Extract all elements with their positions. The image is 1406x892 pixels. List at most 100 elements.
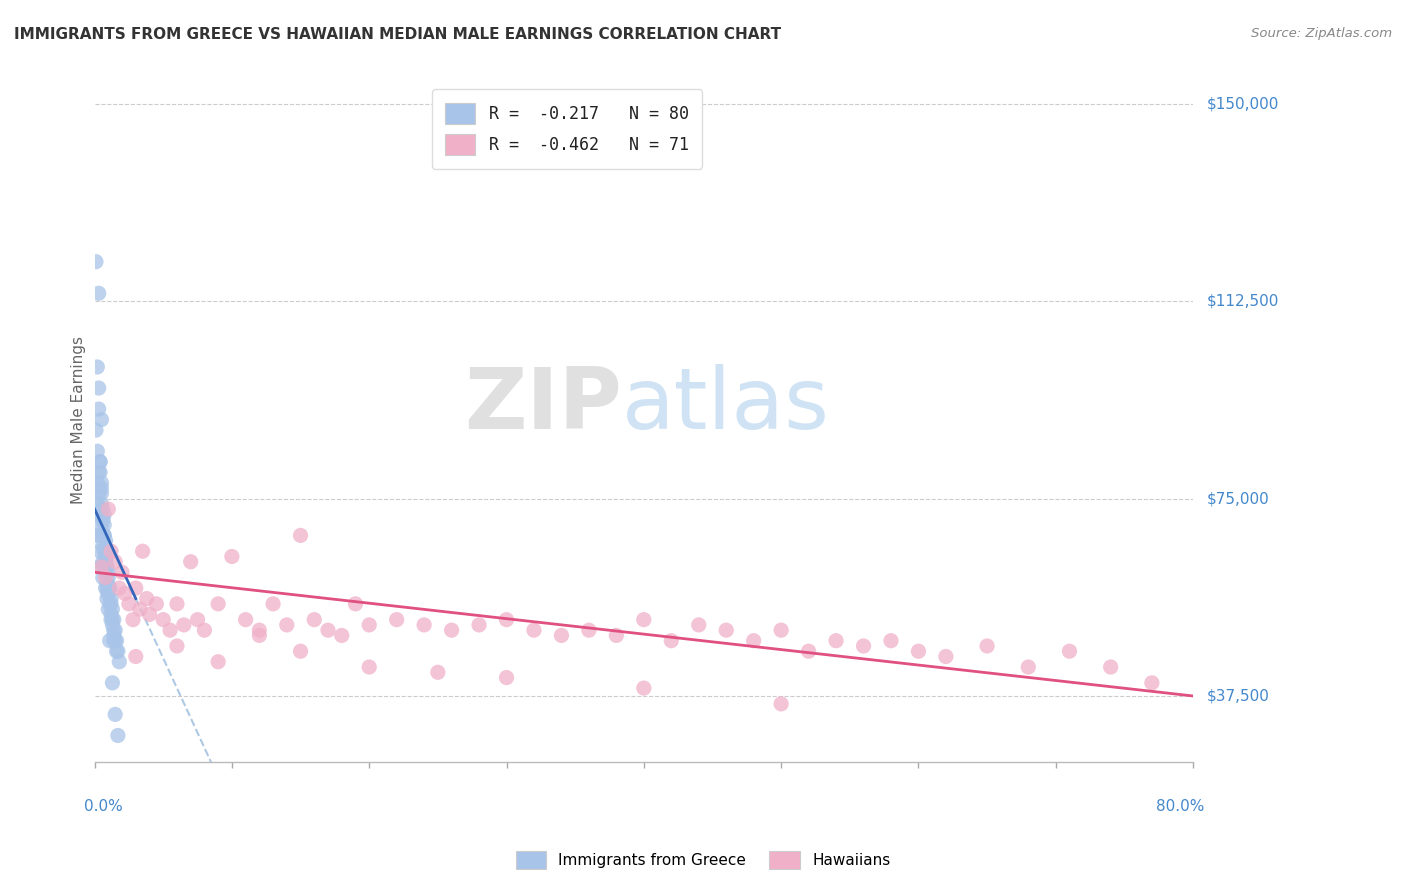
Point	[1059, 644, 1081, 658]
Point	[87, 508, 110, 522]
Point	[97, 570, 120, 584]
Point	[290, 528, 312, 542]
Y-axis label: Median Male Earnings: Median Male Earnings	[72, 335, 86, 504]
Point	[93, 560, 115, 574]
Point	[247, 628, 270, 642]
Point	[90, 497, 112, 511]
Point	[89, 528, 111, 542]
Point	[103, 613, 125, 627]
Point	[96, 591, 118, 606]
Point	[107, 729, 129, 743]
Point	[93, 517, 115, 532]
Text: $112,500: $112,500	[1206, 293, 1278, 309]
Point	[578, 623, 600, 637]
Point	[1017, 660, 1039, 674]
Point	[94, 566, 117, 580]
Point	[84, 508, 107, 522]
Point	[100, 607, 122, 622]
Point	[128, 602, 150, 616]
Text: ZIP: ZIP	[464, 365, 621, 448]
Point	[94, 555, 117, 569]
Point	[385, 613, 408, 627]
Point	[131, 544, 153, 558]
Point	[87, 465, 110, 479]
Point	[770, 623, 793, 637]
Point	[104, 623, 127, 637]
Point	[91, 502, 114, 516]
Point	[118, 597, 141, 611]
Point	[125, 581, 148, 595]
Legend: R =  -0.217   N = 80, R =  -0.462   N = 71: R = -0.217 N = 80, R = -0.462 N = 71	[432, 89, 702, 169]
Point	[100, 597, 122, 611]
Point	[1140, 675, 1163, 690]
Point	[97, 586, 120, 600]
Point	[90, 486, 112, 500]
Point	[852, 639, 875, 653]
Point	[166, 639, 188, 653]
Point	[105, 644, 128, 658]
Point	[105, 633, 128, 648]
Point	[797, 644, 820, 658]
Point	[716, 623, 738, 637]
Point	[633, 613, 655, 627]
Point	[86, 444, 108, 458]
Point	[108, 581, 131, 595]
Point	[100, 613, 122, 627]
Point	[84, 254, 107, 268]
Point	[97, 602, 120, 616]
Point	[84, 528, 107, 542]
Point	[94, 555, 117, 569]
Point	[659, 633, 682, 648]
Point	[907, 644, 929, 658]
Point	[96, 560, 118, 574]
Text: $150,000: $150,000	[1206, 96, 1278, 112]
Point	[94, 549, 117, 564]
Point	[104, 707, 127, 722]
Point	[495, 613, 517, 627]
Point	[108, 655, 131, 669]
Point	[114, 586, 136, 600]
Point	[96, 560, 118, 574]
Text: $75,000: $75,000	[1206, 491, 1270, 506]
Point	[96, 549, 118, 564]
Point	[304, 613, 326, 627]
Point	[359, 618, 381, 632]
Point	[89, 455, 111, 469]
Point	[495, 671, 517, 685]
Point	[359, 660, 381, 674]
Point	[100, 544, 122, 558]
Point	[90, 481, 112, 495]
Point	[84, 423, 107, 437]
Point	[101, 613, 124, 627]
Point	[93, 528, 115, 542]
Point	[413, 618, 436, 632]
Point	[111, 566, 134, 580]
Point	[976, 639, 998, 653]
Point	[89, 465, 111, 479]
Point	[87, 381, 110, 395]
Point	[100, 591, 122, 606]
Point	[90, 475, 112, 490]
Point	[103, 633, 125, 648]
Point	[86, 497, 108, 511]
Point	[87, 486, 110, 500]
Point	[152, 613, 174, 627]
Legend: Immigrants from Greece, Hawaiians: Immigrants from Greece, Hawaiians	[509, 845, 897, 875]
Point	[97, 586, 120, 600]
Point	[86, 475, 108, 490]
Point	[104, 633, 127, 648]
Point	[193, 623, 215, 637]
Point	[89, 455, 111, 469]
Point	[138, 607, 160, 622]
Point	[221, 549, 243, 564]
Point	[94, 533, 117, 548]
Point	[87, 286, 110, 301]
Point	[605, 628, 627, 642]
Point	[90, 412, 112, 426]
Point	[103, 628, 125, 642]
Point	[93, 508, 115, 522]
Point	[468, 618, 491, 632]
Point	[159, 623, 181, 637]
Point	[1099, 660, 1122, 674]
Text: $37,500: $37,500	[1206, 689, 1270, 704]
